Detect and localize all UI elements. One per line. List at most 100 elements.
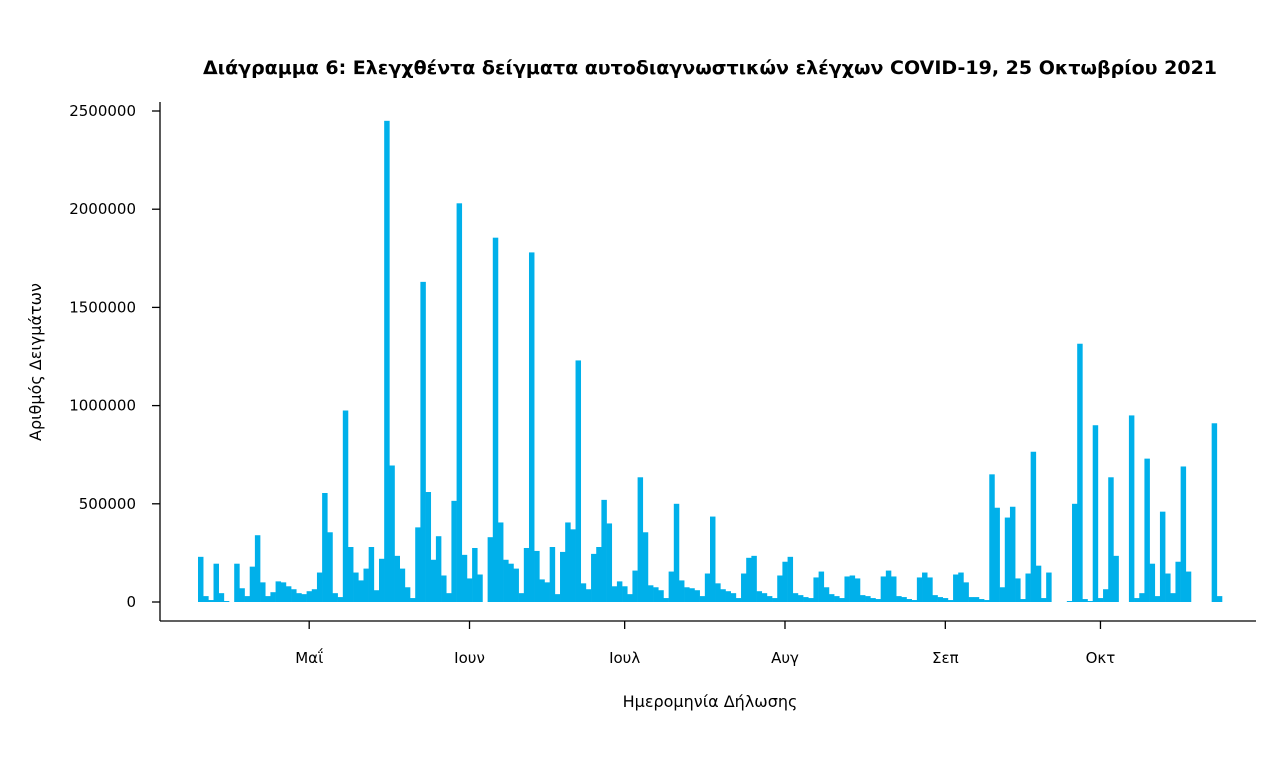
x-axis-label: Ημερομηνία Δήλωσης: [623, 692, 798, 711]
bar: [223, 601, 230, 602]
bar: [932, 595, 938, 602]
bar: [1077, 343, 1083, 602]
bar: [254, 535, 261, 602]
bar: [353, 572, 359, 602]
bar: [797, 595, 804, 602]
bar: [699, 596, 706, 602]
bar: [813, 577, 819, 602]
bars: [198, 120, 1223, 602]
bar: [394, 555, 400, 602]
bar: [994, 507, 1000, 602]
bar: [1175, 561, 1181, 602]
bar: [327, 532, 333, 602]
bar: [477, 574, 483, 602]
bar: [1108, 477, 1114, 602]
x-tick-label: Αυγ: [771, 649, 799, 667]
bar: [208, 600, 214, 602]
y-tick-label: 2500000: [69, 102, 136, 120]
bar: [844, 576, 850, 602]
bar: [1159, 511, 1166, 602]
bar: [316, 572, 323, 602]
bar: [347, 547, 354, 602]
bar: [823, 587, 830, 602]
bar: [570, 529, 576, 602]
bar: [958, 572, 964, 602]
y-tick-label: 1500000: [69, 298, 136, 316]
bar: [384, 120, 390, 602]
bar: [560, 551, 566, 602]
bar: [782, 561, 788, 602]
bar: [1020, 599, 1026, 602]
bar: [1134, 598, 1140, 602]
bar: [642, 532, 649, 602]
bar: [456, 203, 463, 602]
bar: [999, 587, 1006, 602]
bar: [554, 594, 561, 602]
x-ticks: Μαΐ Ιουν Ιουλ Αυγ Σεπ Οκτ: [295, 621, 1115, 667]
bar: [410, 598, 416, 602]
bar: [1165, 573, 1171, 602]
bar: [792, 593, 799, 602]
bar: [244, 596, 251, 602]
bar: [834, 596, 840, 602]
bar: [430, 559, 437, 602]
bar: [658, 590, 664, 602]
bar: [632, 570, 638, 602]
bar: [234, 563, 240, 602]
y-tick-label: 500000: [79, 495, 136, 513]
bar: [1046, 572, 1052, 602]
bar: [441, 575, 447, 602]
bar: [637, 477, 644, 602]
bar: [741, 573, 747, 602]
bar: [968, 597, 975, 602]
bar: [911, 600, 918, 602]
bar: [1154, 596, 1161, 602]
bar: [1030, 451, 1037, 602]
bar: [291, 589, 297, 602]
bar: [622, 586, 628, 602]
bar: [1128, 415, 1135, 602]
bar: [518, 593, 525, 602]
y-tick-label: 2000000: [69, 200, 136, 218]
bar: [916, 577, 923, 602]
bar: [896, 596, 902, 602]
bar: [492, 237, 499, 602]
bar: [937, 597, 944, 602]
bar: [358, 580, 364, 602]
bar: [472, 547, 478, 602]
bar: [1025, 573, 1031, 602]
bar: [627, 594, 633, 602]
bar: [859, 595, 866, 602]
bar: [601, 499, 607, 602]
bar: [389, 465, 395, 602]
bar: [668, 571, 675, 602]
bar: [534, 550, 540, 602]
bar: [503, 559, 509, 602]
bar: [311, 589, 318, 602]
bar: [270, 592, 276, 602]
y-tick-label: 0: [126, 593, 136, 611]
bar: [772, 598, 778, 602]
bar: [756, 591, 763, 602]
bar: [694, 590, 700, 602]
bar: [1103, 589, 1109, 602]
bar: [363, 568, 369, 602]
bar: [978, 599, 985, 602]
bar: [451, 500, 457, 602]
bar: [710, 516, 716, 602]
bar: [596, 547, 602, 602]
bar: [218, 593, 225, 602]
bar: [942, 598, 949, 602]
bar: [927, 577, 933, 602]
bar: [1185, 571, 1192, 602]
bar: [963, 582, 969, 602]
bar: [787, 556, 794, 602]
bar: [1082, 599, 1088, 602]
bar: [1211, 423, 1218, 602]
bar: [849, 575, 856, 602]
bar: [725, 591, 731, 602]
bar: [761, 593, 768, 602]
bar: [415, 527, 421, 602]
bar: [818, 571, 825, 602]
bar: [891, 576, 897, 602]
